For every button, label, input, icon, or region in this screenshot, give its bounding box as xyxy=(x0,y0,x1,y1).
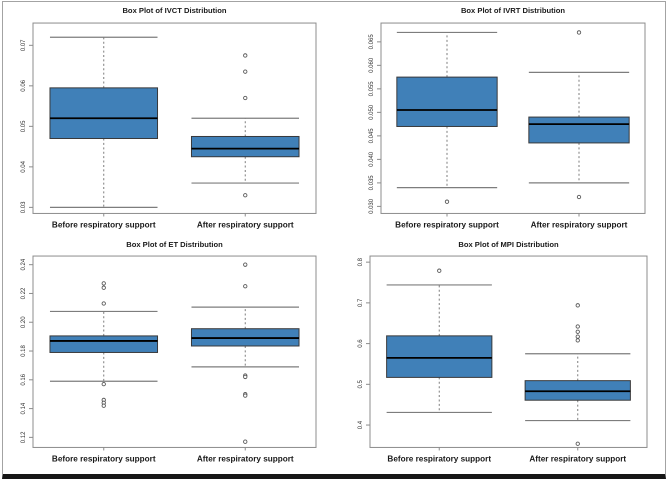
category-label: Before respiratory support xyxy=(52,220,156,229)
y-axis-tick-label: 0.20 xyxy=(21,315,27,327)
panel-title: Box Plot of IVCT Distribution xyxy=(122,6,226,15)
outlier-point xyxy=(243,283,248,288)
y-axis-tick-label: 0.8 xyxy=(358,257,364,266)
panel-title: Box Plot of ET Distribution xyxy=(126,240,223,249)
y-axis-tick-label: 0.16 xyxy=(21,373,27,385)
outlier-point xyxy=(575,329,580,334)
y-axis-tick-label: 0.07 xyxy=(21,39,27,51)
y-axis-tick-label: 0.22 xyxy=(21,286,27,298)
category-label: After respiratory support xyxy=(197,454,294,463)
y-axis-tick-label: 0.04 xyxy=(21,160,27,172)
category-label: Before respiratory support xyxy=(387,454,491,463)
panels-grid: Box Plot of IVCT Distribution 0.03 0.04 0.0… xyxy=(3,2,665,473)
outlier-point xyxy=(243,262,248,267)
outlier-point xyxy=(243,392,248,398)
y-axis-tick-label: 0.06 xyxy=(21,79,27,91)
y-axis-tick-label: 0.045 xyxy=(369,128,375,144)
outlier-point xyxy=(575,441,580,446)
outlier-point xyxy=(576,194,582,200)
y-axis-tick-label: 0.5 xyxy=(358,379,364,388)
y-axis-tick-label: 0.040 xyxy=(369,151,375,167)
category-label: Before respiratory support xyxy=(52,454,156,463)
outlier-point xyxy=(101,403,106,408)
y-axis-tick-label: 0.4 xyxy=(358,420,364,429)
y-axis-tick-label: 0.050 xyxy=(369,104,375,120)
plot-border xyxy=(32,22,317,214)
y-axis-tick-label: 0.12 xyxy=(21,430,27,442)
boxplot-et: Box Plot of ET Distribution 0.12 0.14 0.16 0… xyxy=(21,240,317,463)
y-axis-tick-label: 0.14 xyxy=(21,402,27,414)
category-label: After respiratory support xyxy=(197,220,294,229)
y-axis-tick-label: 0.055 xyxy=(369,81,375,97)
y-axis-tick-label: 0.03 xyxy=(21,201,27,213)
iqr-box xyxy=(190,135,300,158)
iqr-box xyxy=(396,76,498,127)
outlier-point xyxy=(575,302,580,307)
boxplot-ivct: Box Plot of IVCT Distribution 0.03 0.04 0.0… xyxy=(21,6,317,229)
panel-title: Box Plot of IVRT Distribution xyxy=(461,6,565,15)
y-axis-tick-label: 0.18 xyxy=(21,344,27,356)
chart-panel-ivrt: Box Plot of IVRT Distribution 0.030 0.035 0… xyxy=(334,2,665,238)
y-axis-tick-label: 0.6 xyxy=(358,338,364,347)
plot-border xyxy=(380,22,646,214)
panel-title: Box Plot of MPI Distribution xyxy=(458,240,559,249)
y-axis-tick-label: 0.7 xyxy=(358,298,364,307)
outlier-point xyxy=(576,30,582,35)
outlier-point xyxy=(101,381,106,386)
outlier-point xyxy=(243,374,248,379)
outlier-point xyxy=(243,53,248,58)
iqr-box xyxy=(49,334,159,353)
boxplot-mpi: Box Plot of MPI Distribution 0.4 0.5 0.6 0.7… xyxy=(358,240,648,463)
y-axis-tick-label: 0.035 xyxy=(369,175,375,191)
plot-border xyxy=(369,255,648,448)
outlier-point xyxy=(243,193,248,198)
outlier-point xyxy=(243,69,248,74)
y-axis-tick-label: 0.24 xyxy=(21,258,27,270)
chart-panel-ivct: Box Plot of IVCT Distribution 0.03 0.04 0.0… xyxy=(3,2,334,238)
outlier-point xyxy=(243,439,248,444)
y-axis-tick-label: 0.030 xyxy=(369,198,375,214)
category-label: After respiratory support xyxy=(529,454,626,463)
outlier-point xyxy=(101,300,106,306)
outlier-point xyxy=(575,337,580,342)
category-label: Before respiratory support xyxy=(395,220,499,229)
outlier-point xyxy=(243,95,248,101)
chart-panel-mpi: Box Plot of MPI Distribution 0.4 0.5 0.6 0.7… xyxy=(334,237,665,473)
outlier-point xyxy=(101,285,106,290)
y-axis-tick-label: 0.05 xyxy=(21,120,27,132)
outlier-point xyxy=(575,334,580,339)
iqr-box xyxy=(49,87,159,140)
outlier-point xyxy=(444,199,450,204)
category-label: After respiratory support xyxy=(531,220,628,229)
iqr-box xyxy=(386,334,493,378)
outlier-point xyxy=(101,280,106,286)
plot-border xyxy=(32,255,317,448)
boxplot-ivrt: Box Plot of IVRT Distribution 0.030 0.035 0… xyxy=(369,6,646,229)
iqr-box xyxy=(528,116,630,144)
y-axis-tick-label: 0.065 xyxy=(369,34,375,50)
y-axis-tick-label: 0.060 xyxy=(369,57,375,73)
chart-panel-et: Box Plot of ET Distribution 0.12 0.14 0.16 0… xyxy=(3,237,334,473)
outlier-point xyxy=(575,323,580,329)
outlier-point xyxy=(437,268,442,273)
